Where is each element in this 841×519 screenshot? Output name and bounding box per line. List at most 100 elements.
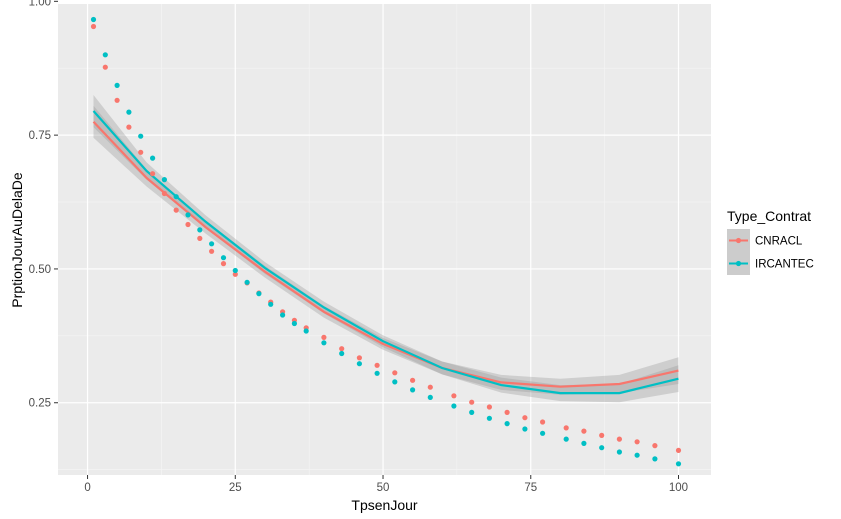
legend-key-point [735,237,742,244]
x-tick-label: 0 [84,482,90,494]
data-point [469,399,475,405]
x-axis-title: TpsenJour [351,497,417,513]
data-point [675,447,682,453]
data-point [581,440,587,446]
y-axis-title: PrptionJourAuDelaDe [9,172,25,308]
y-tick-label: 0.75 [29,130,51,142]
legend-label: CNRACL [755,236,803,248]
smooth-line [92,121,679,388]
data-point [90,23,97,30]
data-point [634,452,640,458]
data-point [232,267,238,274]
data-point [209,248,215,254]
data-point [563,425,569,431]
data-point [150,171,156,177]
data-point [599,432,605,438]
data-point [232,271,238,277]
data-point [102,64,108,70]
data-point [486,404,492,410]
data-point [634,439,640,445]
data-point [256,291,262,297]
data-point [563,436,569,442]
data-point [504,409,510,415]
data-point [427,394,433,400]
data-point [150,155,156,161]
data-point [185,221,191,228]
data-point [102,52,108,58]
data-point [504,421,510,427]
data-point [197,227,203,233]
data-point [280,312,286,318]
legend-label: IRCANTEC [755,259,814,271]
major-grid [58,0,711,475]
data-point [356,361,362,367]
data-point [291,320,297,327]
data-point [161,190,167,197]
x-axis-ticks: 0 25 50 75 100 [84,475,688,494]
x-tick-label: 50 [377,482,390,494]
data-point [599,445,605,451]
y-tick-label: 0.50 [29,264,51,276]
confidence-band [93,95,679,403]
data-point [392,379,398,385]
data-points [90,16,682,467]
data-point [161,177,167,183]
data-point [616,436,623,442]
data-point [173,194,179,200]
data-point [339,350,345,357]
data-point [652,456,658,462]
data-point [540,430,546,436]
data-point [268,301,274,307]
legend-keys: CNRACL IRCANTEC [727,229,814,275]
y-axis-ticks: 0.25 0.50 0.75 1.00 [29,0,58,410]
data-point [220,255,227,261]
data-point [185,212,191,218]
x-tick-label: 75 [524,482,537,494]
data-point [374,370,380,376]
data-point [114,82,120,88]
x-tick-label: 100 [669,482,688,494]
legend-key-point [735,260,742,267]
legend-title: Type_Contrat [727,208,811,224]
data-point [303,328,309,334]
data-point [410,377,416,383]
x-tick-label: 25 [229,482,242,494]
data-point [90,16,97,23]
data-point [616,449,623,455]
plot-panel [58,4,711,475]
data-point [486,415,492,421]
y-tick-label: 1.00 [29,0,51,8]
data-point [209,241,215,247]
data-point [581,428,587,434]
data-point [652,443,658,449]
data-point [451,393,457,399]
data-point [197,235,203,241]
data-point [321,340,327,346]
data-point [220,261,227,267]
data-point [126,124,132,130]
y-tick-label: 0.25 [29,398,51,410]
smooth-line [92,110,679,395]
data-point [392,370,398,376]
data-point [451,403,457,409]
data-point [244,279,250,285]
data-point [427,384,433,390]
data-point [374,362,380,368]
data-point [469,409,475,415]
data-point [339,346,345,352]
smooth-lines [92,110,679,395]
data-point [522,415,528,421]
data-point [114,97,120,103]
data-point [138,149,144,155]
data-point [356,355,362,361]
data-point [675,461,682,467]
data-point [126,109,132,115]
minor-grid [58,4,711,475]
data-point [410,387,416,393]
data-point [173,207,179,213]
data-point [138,133,144,139]
data-point [522,426,528,432]
confidence-bands [93,95,679,403]
legend: Type_Contrat CNRACL IRCANTEC [727,208,814,275]
data-point [321,334,327,340]
